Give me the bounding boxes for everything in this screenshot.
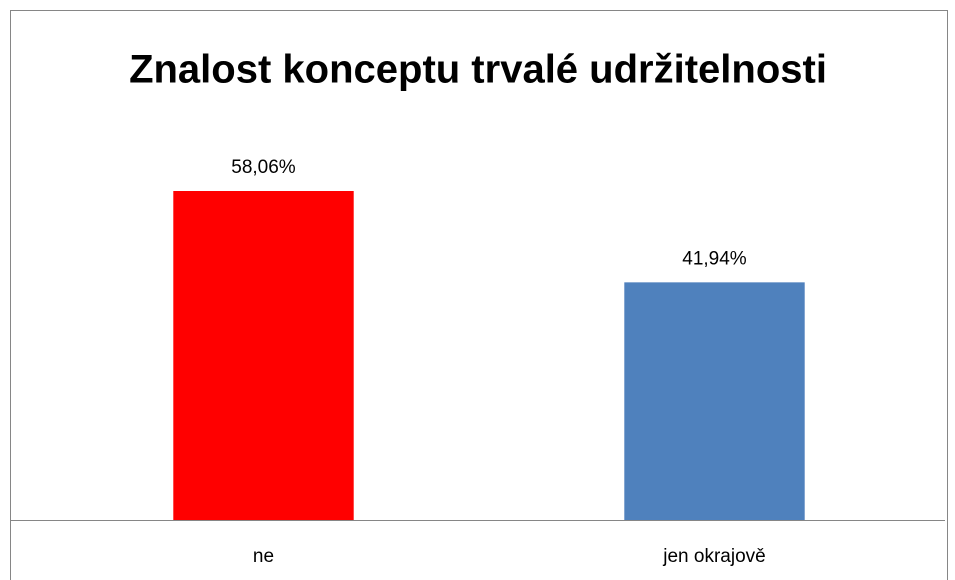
- chart-title: Znalost konceptu trvalé udržitelnosti: [129, 48, 827, 92]
- data-label: 41,94%: [682, 248, 747, 269]
- x-tick-label: ne: [253, 546, 274, 567]
- bar: [624, 282, 805, 520]
- x-tick-label: jen okrajově: [662, 546, 765, 567]
- chart-frame: [10, 10, 948, 580]
- data-label: 58,06%: [231, 157, 296, 178]
- bar: [173, 191, 354, 520]
